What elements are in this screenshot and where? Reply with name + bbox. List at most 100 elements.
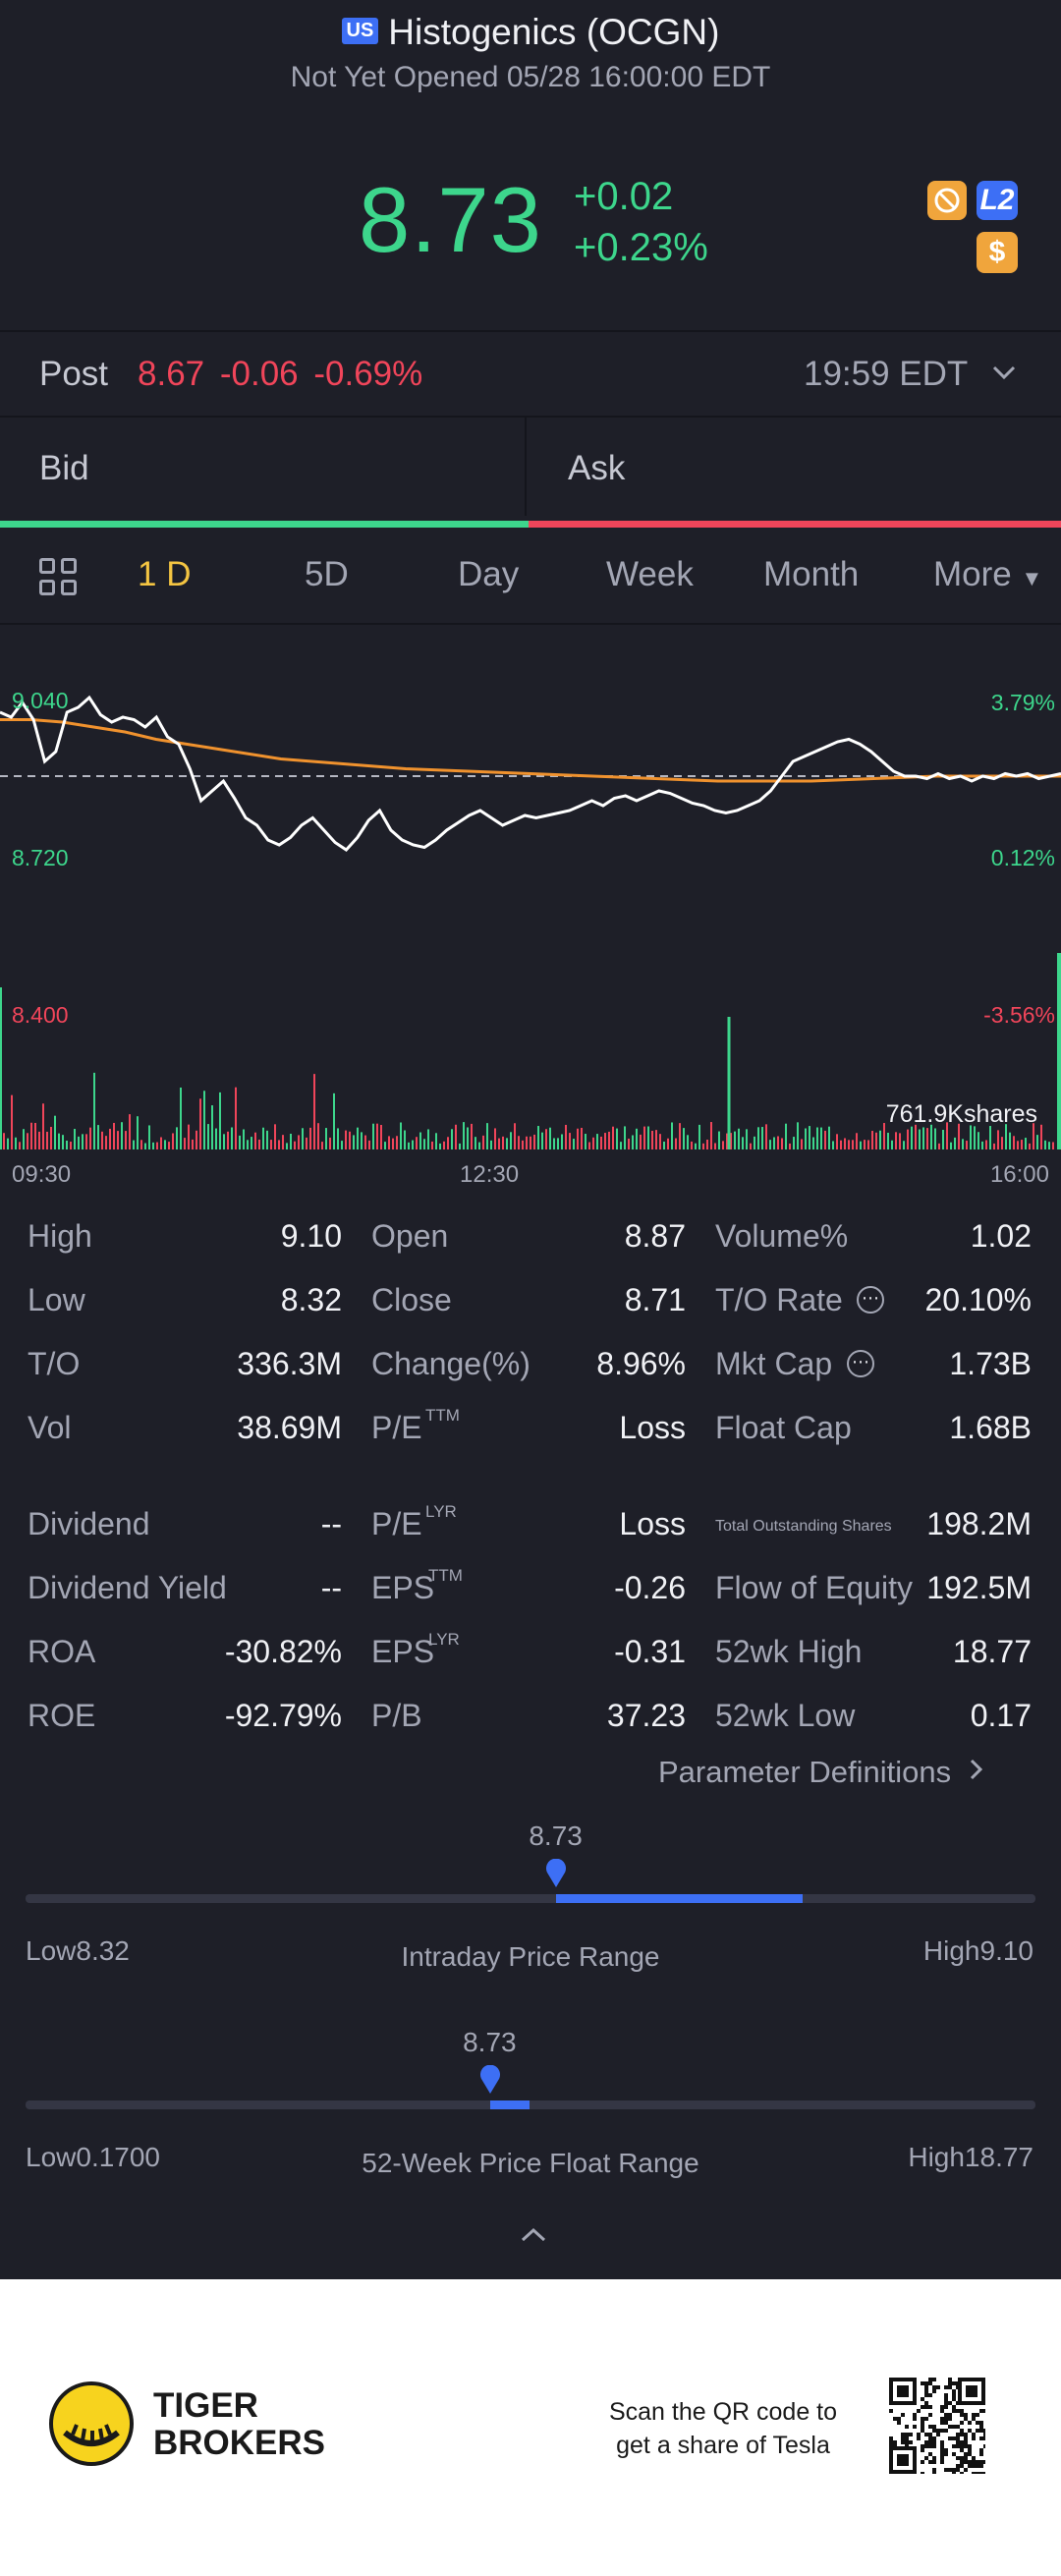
- bid-panel[interactable]: Bid: [0, 418, 527, 516]
- stat-label: EPS: [371, 1570, 435, 1605]
- stat-value: 18.77: [952, 1634, 1032, 1669]
- dollar-icon[interactable]: $: [977, 232, 1018, 273]
- stat-value: Loss: [619, 1410, 686, 1445]
- stat-label: P/E: [371, 1410, 422, 1445]
- week52-range-track: [26, 2100, 1035, 2109]
- stat-label: 52wk High: [715, 1634, 863, 1669]
- week52-low: Low0.1700: [26, 2142, 161, 2172]
- post-price: 8.67: [138, 355, 205, 393]
- bid-bar: [0, 521, 529, 528]
- intraday-range-fill: [556, 1894, 803, 1903]
- intraday-current-label: 8.73: [529, 1820, 583, 1851]
- parameter-definitions-label: Parameter Definitions: [658, 1755, 952, 1789]
- stat-value: 1.73B: [949, 1346, 1032, 1381]
- ask-bar: [529, 521, 1061, 528]
- brand-line-1: TIGER: [153, 2386, 258, 2425]
- stat-label: P/E: [371, 1506, 422, 1541]
- scan-line-2: get a share of Tesla: [616, 2432, 830, 2459]
- caret-down-icon: ▼: [1021, 566, 1043, 590]
- tab-month[interactable]: Month: [763, 555, 860, 593]
- stat-label: Float Cap: [715, 1410, 852, 1445]
- y-pct-high: 3.79%: [990, 690, 1055, 715]
- stat-value: 8.32: [280, 1282, 342, 1317]
- block-icon[interactable]: [927, 181, 967, 220]
- week52-current-label: 8.73: [463, 2027, 517, 2057]
- tab-5d[interactable]: 5D: [305, 555, 349, 593]
- stat-value: -0.26: [614, 1570, 686, 1605]
- stat-label-superscript: TTM: [425, 1406, 460, 1425]
- stat-label-superscript: LYR: [425, 1502, 457, 1521]
- qr-code-icon[interactable]: [889, 2378, 985, 2474]
- stat-value: --: [320, 1570, 342, 1605]
- scan-promo-text: Scan the QR code to get a share of Tesla: [589, 2395, 857, 2462]
- post-market-time: 19:59 EDT: [804, 355, 969, 393]
- y-pct-low: -3.56%: [983, 1002, 1055, 1028]
- intraday-range-track: [26, 1894, 1035, 1903]
- stat-value: 1.02: [970, 1218, 1032, 1254]
- stat-label: Total Outstanding Shares: [715, 1518, 892, 1535]
- week52-range-title: 52-Week Price Float Range: [362, 2148, 699, 2178]
- stat-label-superscript: LYR: [428, 1630, 460, 1649]
- price-line: [0, 695, 1061, 852]
- post-change-percent: -0.69%: [313, 355, 423, 393]
- intraday-range-title: Intraday Price Range: [401, 1941, 660, 1972]
- parameter-definitions-link[interactable]: Parameter Definitions: [658, 1755, 985, 1790]
- stat-value: 1.68B: [949, 1410, 1032, 1445]
- stat-label-superscript: TTM: [428, 1566, 463, 1585]
- average-line: [0, 718, 1061, 783]
- brand-line-2: BROKERS: [153, 2424, 326, 2462]
- tiger-logo-icon: [49, 2381, 134, 2466]
- tab-day[interactable]: Day: [458, 555, 520, 593]
- market-badge: US: [341, 18, 379, 44]
- tab-week[interactable]: Week: [606, 555, 694, 593]
- period-tabs: 1 D 5D Day Week Month More ▼: [0, 528, 1061, 624]
- stat-label: Change(%): [371, 1346, 530, 1381]
- stat-value: 9.10: [280, 1218, 342, 1254]
- stat-label: Volume%: [715, 1218, 849, 1254]
- stat-label: ROA: [28, 1634, 96, 1669]
- stat-value: -0.31: [614, 1634, 686, 1669]
- stat-label: Vol: [28, 1410, 72, 1445]
- price-change: +0.02: [574, 175, 674, 218]
- stat-value: 8.87: [624, 1218, 686, 1254]
- stat-label: T/O Rate: [715, 1282, 843, 1317]
- stat-value: 192.5M: [926, 1570, 1032, 1605]
- stat-label: 52wk Low: [715, 1698, 856, 1733]
- intraday-low: Low8.32: [26, 1935, 130, 1966]
- stat-label: Low: [28, 1282, 85, 1317]
- volume-label: 761.9Kshares: [885, 1100, 1037, 1128]
- stat-value: 336.3M: [237, 1346, 342, 1381]
- stat-value: 20.10%: [924, 1282, 1032, 1317]
- stat-label: High: [28, 1218, 92, 1254]
- divider: [0, 416, 1061, 418]
- level2-icon[interactable]: L2: [977, 181, 1018, 220]
- tab-1d[interactable]: 1 D: [138, 555, 192, 593]
- stat-value: 8.71: [624, 1282, 686, 1317]
- intraday-marker-icon: [546, 1859, 567, 1887]
- grid-icon[interactable]: [39, 558, 81, 599]
- last-price: 8.73: [359, 168, 542, 271]
- market-status: Not Yet Opened 05/28 16:00:00 EDT: [290, 61, 771, 93]
- post-market-values: 8.67 -0.06 -0.69%: [138, 355, 422, 394]
- y-label-low: 8.400: [12, 1002, 69, 1028]
- brand-name: TIGER BROKERS: [153, 2387, 325, 2462]
- intraday-chart[interactable]: [0, 629, 1061, 1159]
- divider: [0, 330, 1061, 332]
- stat-value: 8.96%: [596, 1346, 686, 1381]
- week52-range-fill: [490, 2100, 530, 2109]
- y-label-mid: 8.720: [12, 845, 69, 870]
- chevron-right-icon: [968, 1755, 985, 1789]
- stat-label: EPS: [371, 1634, 435, 1669]
- chevron-down-icon[interactable]: [990, 354, 1018, 402]
- info-icon[interactable]: ⋯: [847, 1350, 874, 1377]
- y-pct-mid: 0.12%: [990, 845, 1055, 870]
- stat-label: Mkt Cap: [715, 1346, 833, 1381]
- promo-footer: [0, 2279, 1061, 2576]
- tab-more[interactable]: More ▼: [933, 555, 1042, 594]
- time-label-start: 09:30: [12, 1161, 72, 1188]
- post-market-label: Post: [39, 355, 109, 393]
- chevron-up-icon[interactable]: [519, 2224, 548, 2249]
- week52-high: High18.77: [908, 2142, 1033, 2172]
- info-icon[interactable]: ⋯: [857, 1286, 884, 1314]
- ask-panel[interactable]: Ask: [568, 449, 626, 487]
